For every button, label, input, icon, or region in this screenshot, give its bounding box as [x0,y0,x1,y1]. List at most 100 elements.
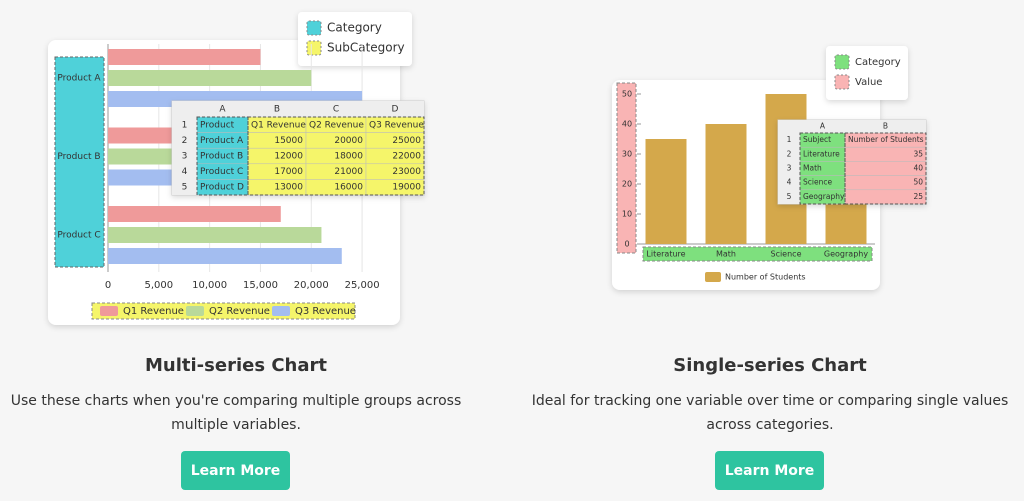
row-header: 1 [182,120,188,130]
bar [108,248,342,264]
cell-text: Math [803,164,822,173]
y-tick-label: Product A [57,74,101,84]
selection-outline [799,132,846,205]
selection-outline [196,116,249,196]
sheet-row-header [172,101,197,195]
cell-text: 21000 [334,167,363,177]
cell-text: 50 [913,178,923,187]
legend-swatch [272,306,290,316]
tag-label: Category [327,21,382,35]
bar [108,49,261,65]
cell-text: Number of Students [848,135,924,144]
legend-label: Q2 Revenue [209,306,270,317]
y-tick-label: 40 [622,120,632,129]
y-tick-label: 50 [622,90,632,99]
sheet-row-header [778,120,800,204]
bar [645,139,687,244]
legend-swatch [705,272,721,282]
cell-text: 18000 [334,152,363,162]
cell-text: 13000 [274,183,303,193]
row-header: 3 [182,152,188,162]
selection-outline [247,116,425,196]
cell-text: Q2 Revenue [309,120,364,130]
tag-label: Category [855,57,901,68]
cell-text: Product D [200,183,244,193]
y-tick-label: 0 [624,240,629,249]
cell-text: 40 [913,164,923,173]
cell-text: 35 [913,149,923,158]
legend-label: Q1 Revenue [123,306,184,317]
row-header: 4 [182,167,188,177]
y-tick-label: 30 [622,150,632,159]
legend-swatch [186,306,204,316]
x-tick-label: 20,000 [294,280,329,291]
x-tick-label: 0 [105,280,111,291]
row-header: 5 [787,192,792,201]
column-header: B [274,105,280,115]
tag-popup [826,46,908,100]
bar [108,206,281,222]
row-header: 5 [182,183,188,193]
tag-label: Value [855,77,882,88]
cell-text: 17000 [274,167,303,177]
column-header: A [219,105,226,115]
bar [705,124,747,244]
x-tick-label: 10,000 [192,280,227,291]
cell-text: Geography [803,192,845,201]
value-highlight [616,82,637,254]
x-tick-label: 5,000 [144,280,173,291]
selection-outline [844,132,927,205]
cell-text: Subject [803,135,831,144]
learn-more-button[interactable]: Learn More [715,451,824,490]
x-tick-label: 15,000 [243,280,278,291]
y-tick-label: Product C [57,231,100,241]
legend-label: Q3 Revenue [295,306,356,317]
cell-text: 25000 [392,136,421,146]
cell-text: 23000 [392,167,421,177]
column-header: B [883,122,888,131]
x-tick-label: Literature [646,250,685,259]
sheet-header [778,120,926,133]
bar [108,227,322,243]
cell-text: Product A [200,136,244,146]
cell-text: 19000 [392,183,421,193]
column-header: A [820,122,826,131]
x-tick-label: Science [770,250,801,259]
cell-text: Literature [803,149,840,158]
y-tick-label: Product B [57,152,100,162]
learn-more-button[interactable]: Learn More [181,451,290,490]
tag-popup [298,12,412,66]
column-header: D [392,105,399,115]
cell-text: 12000 [274,152,303,162]
row-header: 2 [182,136,188,146]
card-description: Use these charts when you're comparing m… [10,393,462,433]
x-tick-label: Geography [824,250,868,259]
cell-text: Product [200,120,235,130]
tag-swatch [834,54,850,70]
legend-label: Number of Students [725,273,806,282]
cell-text: 25 [913,192,923,201]
cell-text: Product C [200,167,243,177]
x-tick-label: Math [716,250,736,259]
cell-text: 15000 [274,136,303,146]
card-title: Multi-series Chart [145,355,327,376]
x-tick-label: 25,000 [345,280,380,291]
category-highlight [642,246,873,262]
category-highlight [54,56,105,268]
cell-text: Science [803,178,832,187]
cell-text: Q3 Revenue [369,120,424,130]
row-header: 4 [787,178,792,187]
card-title: Single-series Chart [673,355,867,376]
row-header: 1 [787,135,792,144]
legend-swatch [100,306,118,316]
tag-label: SubCategory [327,41,405,55]
card-description: Ideal for tracking one variable over tim… [531,393,1009,433]
tag-swatch [834,74,850,90]
cell-text: 20000 [334,136,363,146]
cell-text: Q1 Revenue [251,120,306,130]
row-header: 3 [787,164,792,173]
y-tick-label: 20 [622,180,632,189]
bar [108,70,312,86]
